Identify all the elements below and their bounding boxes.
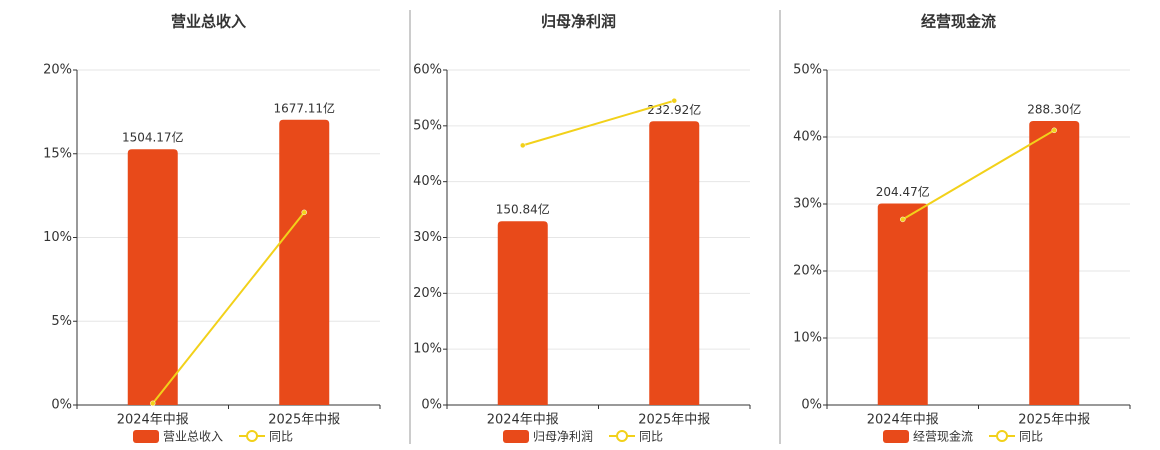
chart-title: 经营现金流 — [921, 13, 996, 31]
y-tick-label: 30% — [793, 197, 822, 212]
legend-label: 同比 — [269, 430, 293, 444]
y-tick-label: 50% — [413, 118, 442, 133]
legend-label: 同比 — [1019, 430, 1043, 444]
y-tick-label: 5% — [51, 314, 72, 329]
value-label: 1677.11亿 — [273, 100, 335, 115]
value-label: 204.47亿 — [876, 184, 930, 199]
legend-swatch — [996, 430, 1009, 442]
y-tick-label: 0% — [421, 398, 442, 413]
value-label: 150.84亿 — [496, 202, 550, 217]
legend-label: 归母净利润 — [533, 430, 593, 444]
y-tick-label: 10% — [43, 230, 72, 245]
line — [902, 129, 1055, 221]
y-tick-label: 10% — [793, 331, 822, 346]
line-point — [900, 216, 906, 223]
y-tick-label: 30% — [413, 230, 442, 245]
bar — [877, 203, 928, 405]
x-tick-label: 2025年中报 — [638, 413, 710, 428]
legend-label: 经营现金流 — [913, 429, 973, 444]
x-tick-label: 2024年中报 — [487, 413, 559, 428]
y-tick-label: 15% — [43, 146, 72, 161]
y-tick-label: 50% — [793, 63, 822, 78]
legend-swatch — [246, 430, 259, 442]
bar — [127, 149, 178, 405]
chart-title: 营业总收入 — [171, 13, 246, 31]
bar — [1029, 120, 1080, 406]
y-tick-label: 0% — [801, 398, 822, 413]
line-point — [150, 400, 156, 407]
legend-label: 营业总收入 — [163, 430, 223, 444]
value-label: 1504.17亿 — [122, 130, 184, 145]
y-tick-label: 10% — [413, 342, 442, 357]
line — [151, 211, 306, 404]
y-tick-label: 40% — [793, 130, 822, 145]
y-tick-label: 20% — [43, 63, 72, 78]
legend-swatch — [883, 430, 909, 443]
x-tick-label: 2025年中报 — [268, 413, 340, 428]
legend-swatch — [616, 430, 629, 442]
x-tick-label: 2024年中报 — [867, 413, 939, 428]
bar — [279, 119, 330, 406]
line-point — [671, 97, 677, 104]
bar — [497, 221, 548, 405]
value-label: 288.30亿 — [1027, 101, 1081, 116]
x-tick-label: 2024年中报 — [117, 413, 189, 428]
chart-title: 归母净利润 — [541, 13, 616, 31]
line-point — [1051, 127, 1057, 134]
x-tick-label: 2025年中报 — [1018, 413, 1090, 428]
legend-swatch — [133, 430, 159, 443]
y-tick-label: 40% — [413, 174, 442, 189]
line-point — [301, 209, 307, 216]
value-label: 232.92亿 — [647, 102, 701, 117]
legend-swatch — [503, 430, 529, 443]
y-tick-label: 20% — [413, 286, 442, 301]
y-tick-label: 0% — [51, 398, 72, 413]
y-tick-label: 20% — [793, 264, 822, 279]
line — [522, 99, 675, 147]
y-tick-label: 60% — [413, 63, 442, 78]
bar — [649, 121, 700, 405]
line-point — [520, 142, 526, 149]
legend-label: 同比 — [639, 430, 663, 444]
